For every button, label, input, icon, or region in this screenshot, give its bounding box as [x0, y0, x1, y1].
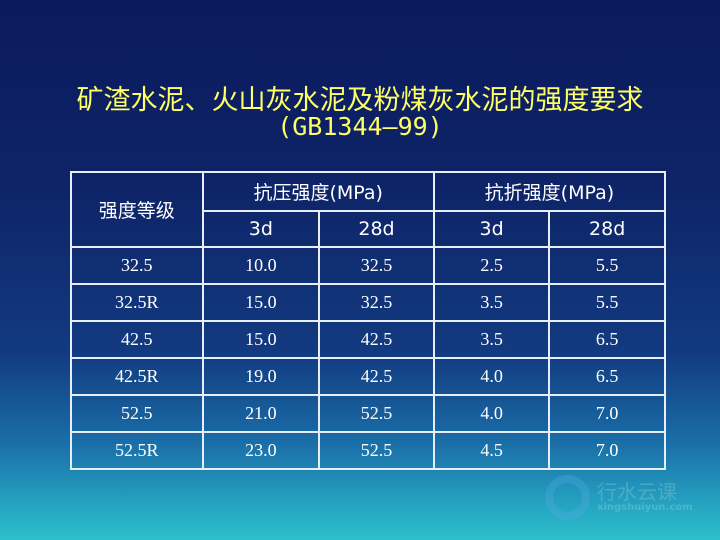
table-cell: 6.5: [548, 357, 666, 396]
table-cell: 21.0: [201, 394, 321, 433]
table-cell: 42.5: [70, 320, 204, 359]
watermark-url: xingshuiyun.com: [597, 502, 693, 513]
table-cell: 3.5: [432, 320, 551, 359]
table-cell: 3.5: [432, 283, 551, 322]
table-cell: 23.0: [201, 431, 321, 470]
logo-icon: [545, 475, 590, 520]
table-cell: 6.5: [548, 320, 666, 359]
flexural-header: 抗折强度(MPa): [432, 171, 667, 212]
strength-table: 强度等级 抗压强度(MPa) 抗折强度(MPa) 3d 28d 3d 28d 3…: [70, 171, 667, 470]
table-cell: 42.5R: [70, 357, 204, 396]
grade-header: 强度等级: [70, 171, 204, 248]
table-cell: 4.0: [432, 357, 551, 396]
table-cell: 5.5: [548, 246, 666, 285]
table-row: 42.5R 19.0 42.5 4.0 6.5: [70, 357, 666, 396]
table-cell: 42.5: [318, 357, 435, 396]
slide-subtitle-standard: (GB1344—99): [277, 112, 443, 141]
watermark-name: 行水云课: [597, 480, 677, 504]
table-cell: 32.5R: [70, 283, 204, 322]
table-cell: 19.0: [201, 357, 321, 396]
table-cell: 7.0: [548, 431, 666, 470]
table-cell: 15.0: [201, 320, 321, 359]
table-cell: 52.5R: [70, 431, 204, 470]
slide-title: 矿渣水泥、火山灰水泥及粉煤灰水泥的强度要求: [76, 85, 644, 116]
table-row: 32.5 10.0 32.5 2.5 5.5: [70, 246, 666, 285]
sub-header: 28d: [318, 210, 435, 248]
table-cell: 2.5: [432, 246, 551, 285]
table-cell: 32.5: [318, 246, 435, 285]
sub-header: 3d: [201, 210, 321, 248]
table-cell: 15.0: [201, 283, 321, 322]
table-cell: 42.5: [318, 320, 435, 359]
table-cell: 32.5: [318, 283, 435, 322]
sub-header: 3d: [432, 210, 551, 248]
table-cell: 5.5: [548, 283, 666, 322]
sub-header: 28d: [548, 210, 666, 248]
compressive-header: 抗压强度(MPa): [201, 171, 435, 212]
table-row: 32.5R 15.0 32.5 3.5 5.5: [70, 283, 666, 322]
table-cell: 10.0: [201, 246, 321, 285]
table-cell: 52.5: [318, 394, 435, 433]
table-cell: 4.5: [432, 431, 551, 470]
table-cell: 32.5: [70, 246, 204, 285]
table-cell: 52.5: [318, 431, 435, 470]
table-row: 52.5R 23.0 52.5 4.5 7.0: [70, 431, 666, 470]
table-row: 42.5 15.0 42.5 3.5 6.5: [70, 320, 666, 359]
table-cell: 7.0: [548, 394, 666, 433]
table-cell: 4.0: [432, 394, 551, 433]
table-cell: 52.5: [70, 394, 204, 433]
table-row: 52.5 21.0 52.5 4.0 7.0: [70, 394, 666, 433]
